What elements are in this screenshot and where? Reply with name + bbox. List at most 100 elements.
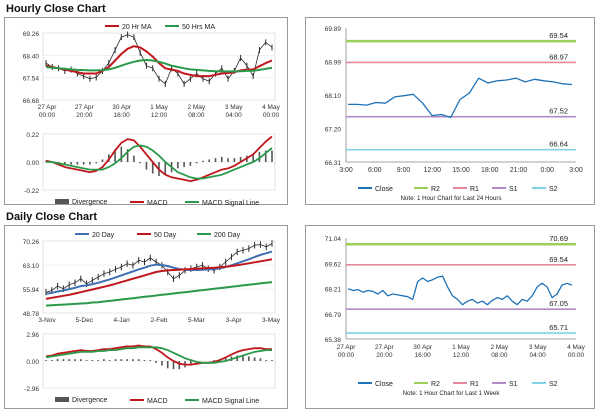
close-x-tick-line1: 1 May [452,344,470,351]
legend-close-label: Close [375,381,393,388]
macd-y-tick: -0.22 [24,188,39,195]
price-x-tick-line2: 08:00 [188,112,205,119]
price-y-tick: 63.10 [23,263,40,270]
ma50-line [45,59,273,73]
macd-signal-line [45,346,272,364]
price-x-tick-line1: 27 Apr [38,104,58,111]
close-x-tick-line2: 00:00 [338,352,355,359]
close-y-tick: 68.10 [325,93,342,100]
price-x-tick: 5-Dec [76,317,94,324]
macd-y-tick: 0.00 [26,160,39,167]
price-x-tick: 2-Feb [151,317,168,324]
legend-r2-label: R2 [431,186,440,193]
price-plot-frame [42,32,276,101]
close-x-tick-line2: 00:00 [568,352,585,359]
close-x-tick: 9:00 [397,167,411,174]
price-y-tick: 68.40 [23,53,40,60]
daily-close-panel: 71.04 69.62 68.21 66.79 65.38 70.69 69.54 67.05… [305,225,595,409]
close-x-tick: 15:00 [452,167,470,174]
price-plot-frame [42,240,276,314]
level-r2-label: 69.54 [549,31,568,40]
close-x-tick-line1: 3 May [529,344,547,351]
close-x-tick: 12:00 [423,167,441,174]
close-chart-note: Note: 1 Hour Chart for Last 24 Hours [400,195,501,202]
close-x-tick: 3:00 [569,167,583,174]
close-x-tick: 18:00 [481,167,499,174]
close-x-tick: 3:00 [339,167,353,174]
close-x-tick-line2: 12:00 [453,352,470,359]
close-x-tick: 0:00 [540,167,554,174]
macd-y-tick: 0.22 [26,132,39,139]
legend-s2-label: S2 [549,186,558,193]
price-x-tick-line1: 30 Apr [112,104,132,111]
price-x-tick-line2: 04:00 [226,112,243,119]
legend-divergence-label: Divergence [72,199,108,206]
legend-macd-label: MACD [147,200,168,207]
close-y-tick: 71.04 [325,236,342,243]
price-x-tick: 3-May [262,317,281,324]
legend-divergence-label: Divergence [72,397,108,404]
close-y-tick: 66.31 [325,160,342,167]
legend-close-label: Close [375,186,393,193]
price-x-tick-line2: 20:00 [76,112,93,119]
legend-divergence-swatch [55,199,69,204]
price-y-tick: 66.68 [23,98,40,105]
daily-technical-panel: 70.26 63.10 55.94 48.78 20 Day 50 Day 200 Day 3… [4,225,288,409]
close-y-tick: 66.79 [325,312,342,319]
hourly-price-chart: 69.26 68.40 67.54 66.68 20 Hr MA 50 Hrs MA 27 … [23,24,281,207]
legend-r1-label: R1 [470,186,479,193]
macd-y-tick: 0.00 [26,359,39,366]
level-r1-label: 68.97 [549,52,568,61]
legend-50hr-ma-label: 50 Hrs MA [182,24,215,31]
close-x-tick-line2: 20:00 [376,352,393,359]
price-x-tick: 3-Nov [38,317,56,324]
legend-s2-label: S2 [549,381,558,388]
price-y-tick: 69.26 [23,31,40,38]
legend-200-day-label: 200 Day [214,232,241,239]
price-x-tick-line1: 4 May [262,104,280,111]
hourly-technical-panel: 69.26 68.40 67.54 66.68 20 Hr MA 50 Hrs MA 27 … [4,17,288,207]
price-x-tick-line1: 3 May [225,104,243,111]
close-x-tick-line1: 4 May [567,344,585,351]
daily-section-title: Daily Close Chart [6,211,98,223]
close-x-tick: 6:00 [368,167,382,174]
level-s2-label: 66.64 [549,140,568,149]
legend-macd-label: MACD [147,398,168,405]
price-y-tick: 48.78 [23,311,40,318]
price-y-tick: 55.94 [23,287,40,294]
level-s1-label: 67.52 [549,107,568,116]
daily-price-chart: 70.26 63.10 55.94 48.78 20 Day 50 Day 200 Day 3… [23,232,281,405]
close-x-tick-line1: 30 Apr [413,344,433,351]
macd-y-tick: 2.96 [26,332,39,339]
price-x-tick-line1: 2 May [187,104,205,111]
legend-s1-label: S1 [509,186,518,193]
close-x-tick-line1: 27 Apr [337,344,357,351]
macd-line [45,344,272,366]
price-x-tick-line2: 16:00 [114,112,131,119]
hourly-close-chart: 69.89 68.99 68.10 67.20 66.31 69.54 68.97 67.52… [325,26,583,202]
close-x-tick-line2: 16:00 [415,352,432,359]
level-r2-label: 70.69 [549,234,568,243]
price-x-tick-line2: 00:00 [39,112,56,119]
close-x-tick: 21:00 [510,167,528,174]
close-x-tick-line2: 04:00 [530,352,547,359]
price-x-tick: 3-Apr [226,317,243,324]
price-line [45,243,273,293]
legend-macd-signal-label: MACD Signal Line [202,200,259,207]
legend-divergence-swatch [55,397,69,402]
close-line [348,77,573,119]
legend-macd-signal-label: MACD Signal Line [202,398,259,405]
level-s2-label: 65.71 [549,323,568,332]
level-s1-label: 67.05 [549,299,568,308]
price-x-tick: 5-Mar [188,317,206,324]
price-x-tick-line2: 00:00 [263,112,280,119]
close-y-tick: 68.99 [325,60,342,67]
legend-r1-label: R1 [470,381,479,388]
level-r1-label: 69.54 [549,255,568,264]
price-x-tick: 4-Jan [114,317,131,324]
hourly-section-title: Hourly Close Chart [6,3,106,15]
price-x-tick-line1: 27 Apr [75,104,95,111]
hourly-close-panel: 69.89 68.99 68.10 67.20 66.31 69.54 68.97 67.52… [305,17,595,205]
macd-y-tick: -2.96 [24,386,39,393]
day200-line [45,281,273,307]
